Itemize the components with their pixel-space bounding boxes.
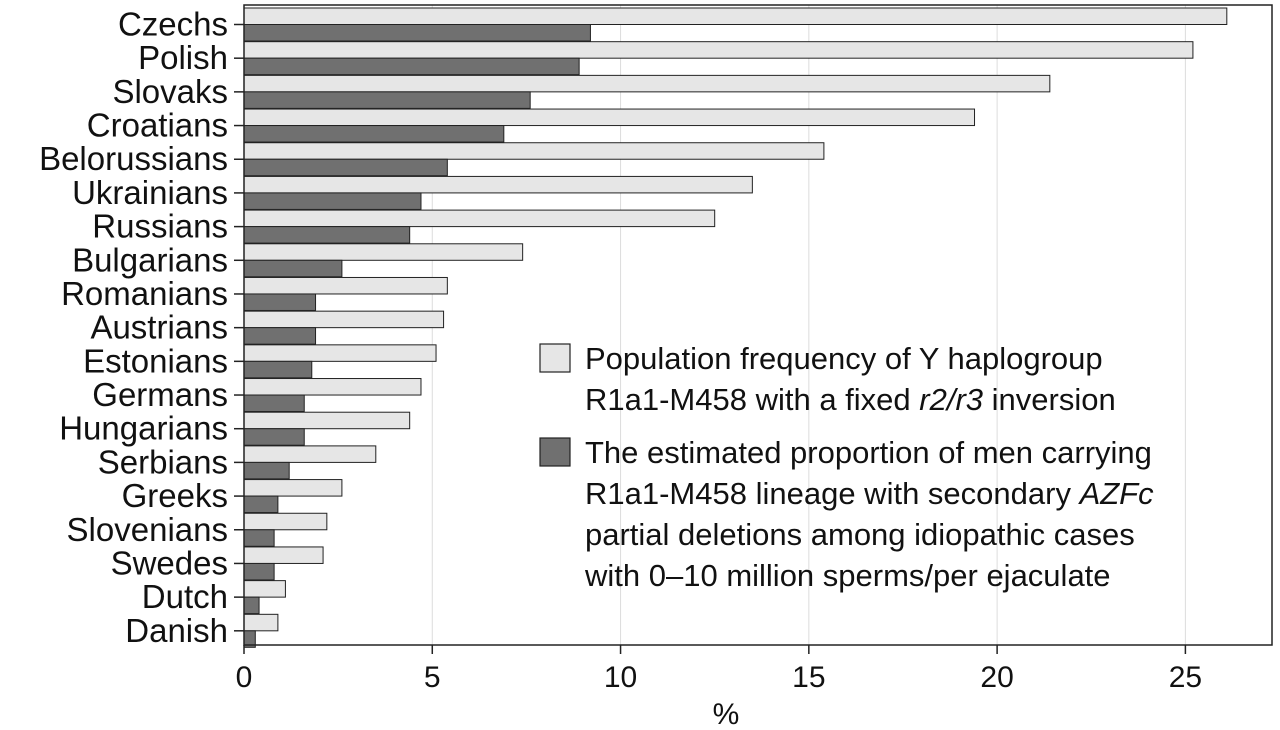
bar-population-frequency bbox=[243, 344, 437, 362]
legend-swatch-azfc-deletion-proportion bbox=[539, 437, 571, 467]
bar-population-frequency bbox=[243, 445, 377, 463]
bar-azfc-deletion-proportion bbox=[243, 226, 411, 244]
bar-population-frequency bbox=[243, 74, 1051, 93]
legend-text-segment: R1a1-M458 lineage with secondary bbox=[585, 476, 1080, 511]
category-label: Austrians bbox=[90, 309, 228, 346]
x-tick-label: 20 bbox=[980, 661, 1013, 694]
category-label: Slovenians bbox=[67, 511, 228, 548]
bar-population-frequency bbox=[243, 512, 328, 531]
legend-label-line: R1a1-M458 with a fixed r2/r3 inversion bbox=[585, 382, 1116, 417]
category-label: Romanians bbox=[61, 275, 228, 312]
bar-azfc-deletion-proportion bbox=[243, 259, 343, 278]
category-label: Slovaks bbox=[112, 73, 228, 110]
legend-text-segment: R1a1-M458 with a fixed bbox=[585, 382, 919, 417]
category-label: Dutch bbox=[142, 578, 228, 615]
category-label: Polish bbox=[138, 39, 228, 76]
bar-population-frequency bbox=[243, 378, 422, 396]
x-tick-label: 0 bbox=[236, 661, 253, 694]
x-tick-label: 5 bbox=[424, 661, 441, 694]
category-label: Germans bbox=[92, 376, 228, 413]
bar-population-frequency bbox=[243, 613, 279, 632]
category-labels: CzechsPolishSlovaksCroatiansBelorussians… bbox=[39, 6, 244, 649]
legend-label-line: Population frequency of Y haplogroup bbox=[585, 341, 1103, 376]
category-label: Bulgarians bbox=[72, 241, 228, 278]
bar-population-frequency bbox=[243, 108, 976, 127]
category-label: Danish bbox=[125, 612, 228, 649]
legend-italic-term: AZFc bbox=[1078, 476, 1155, 511]
legend-label-line: R1a1-M458 lineage with secondary AZFc bbox=[585, 476, 1154, 511]
bar-azfc-deletion-proportion bbox=[243, 91, 531, 109]
bar-azfc-deletion-proportion bbox=[243, 125, 505, 143]
bar-azfc-deletion-proportion bbox=[243, 24, 591, 42]
legend: Population frequency of Y haplogroup R1a1… bbox=[539, 341, 1154, 593]
bar-population-frequency bbox=[243, 546, 324, 564]
bar-azfc-deletion-proportion bbox=[243, 394, 305, 413]
legend-text-segment: inversion bbox=[983, 382, 1116, 417]
bar-azfc-deletion-proportion bbox=[243, 461, 290, 480]
bar-population-frequency bbox=[243, 276, 448, 295]
bar-azfc-deletion-proportion bbox=[243, 158, 448, 177]
bar-population-frequency bbox=[243, 209, 716, 228]
bar-azfc-deletion-proportion bbox=[243, 562, 275, 581]
category-label: Belorussians bbox=[39, 140, 228, 177]
x-tick-label: 10 bbox=[604, 661, 637, 694]
category-label: Serbians bbox=[98, 443, 228, 480]
legend-label-line: The estimated proportion of men carrying bbox=[585, 435, 1152, 470]
bar-population-frequency bbox=[243, 580, 286, 598]
category-label: Estonians bbox=[83, 342, 228, 379]
x-axis-ticks: 0 5 10 15 20 25 bbox=[236, 645, 1202, 694]
bar-azfc-deletion-proportion bbox=[243, 57, 580, 76]
legend-text-segment: partial deletions among idiopathic cases bbox=[585, 517, 1135, 552]
bar-azfc-deletion-proportion bbox=[243, 327, 317, 345]
legend-swatch-population-frequency bbox=[539, 343, 571, 373]
bar-azfc-deletion-proportion bbox=[243, 360, 313, 379]
bar-azfc-deletion-proportion bbox=[243, 529, 275, 547]
bar-population-frequency bbox=[243, 411, 411, 430]
legend-italic-term: r2/r3 bbox=[919, 382, 983, 417]
plot-frame bbox=[243, 4, 1273, 646]
bar-population-frequency bbox=[243, 7, 1228, 25]
legend-text-segment: The estimated proportion of men carrying bbox=[585, 435, 1152, 470]
category-label: Ukrainians bbox=[72, 174, 228, 211]
legend-text-segment: Population frequency of Y haplogroup bbox=[585, 341, 1103, 376]
bar-population-frequency bbox=[243, 41, 1194, 59]
bar-population-frequency bbox=[243, 142, 825, 160]
bar-population-frequency bbox=[243, 479, 343, 497]
category-label: Swedes bbox=[111, 544, 228, 581]
bar-azfc-deletion-proportion bbox=[243, 428, 305, 446]
category-label: Greeks bbox=[122, 477, 228, 514]
category-label: Russians bbox=[92, 208, 228, 245]
bar-population-frequency bbox=[243, 243, 524, 261]
bar-azfc-deletion-proportion bbox=[243, 293, 317, 311]
bar-azfc-deletion-proportion bbox=[243, 596, 260, 615]
bar-population-frequency bbox=[243, 310, 445, 329]
legend-label-line: partial deletions among idiopathic cases bbox=[585, 517, 1135, 552]
x-axis-title: % bbox=[713, 698, 740, 730]
bar-population-frequency bbox=[243, 175, 753, 194]
bars bbox=[243, 7, 1228, 648]
x-tick-label: 25 bbox=[1169, 661, 1202, 694]
legend-text-segment: with 0–10 million sperms/per ejaculate bbox=[584, 558, 1111, 593]
category-label: Croatians bbox=[87, 107, 228, 144]
bar-azfc-deletion-proportion bbox=[243, 192, 422, 210]
category-label: Hungarians bbox=[59, 410, 228, 447]
x-tick-label: 15 bbox=[792, 661, 825, 694]
category-label: Czechs bbox=[118, 6, 228, 43]
bar-azfc-deletion-proportion bbox=[243, 495, 279, 514]
legend-label-line: with 0–10 million sperms/per ejaculate bbox=[584, 558, 1111, 593]
